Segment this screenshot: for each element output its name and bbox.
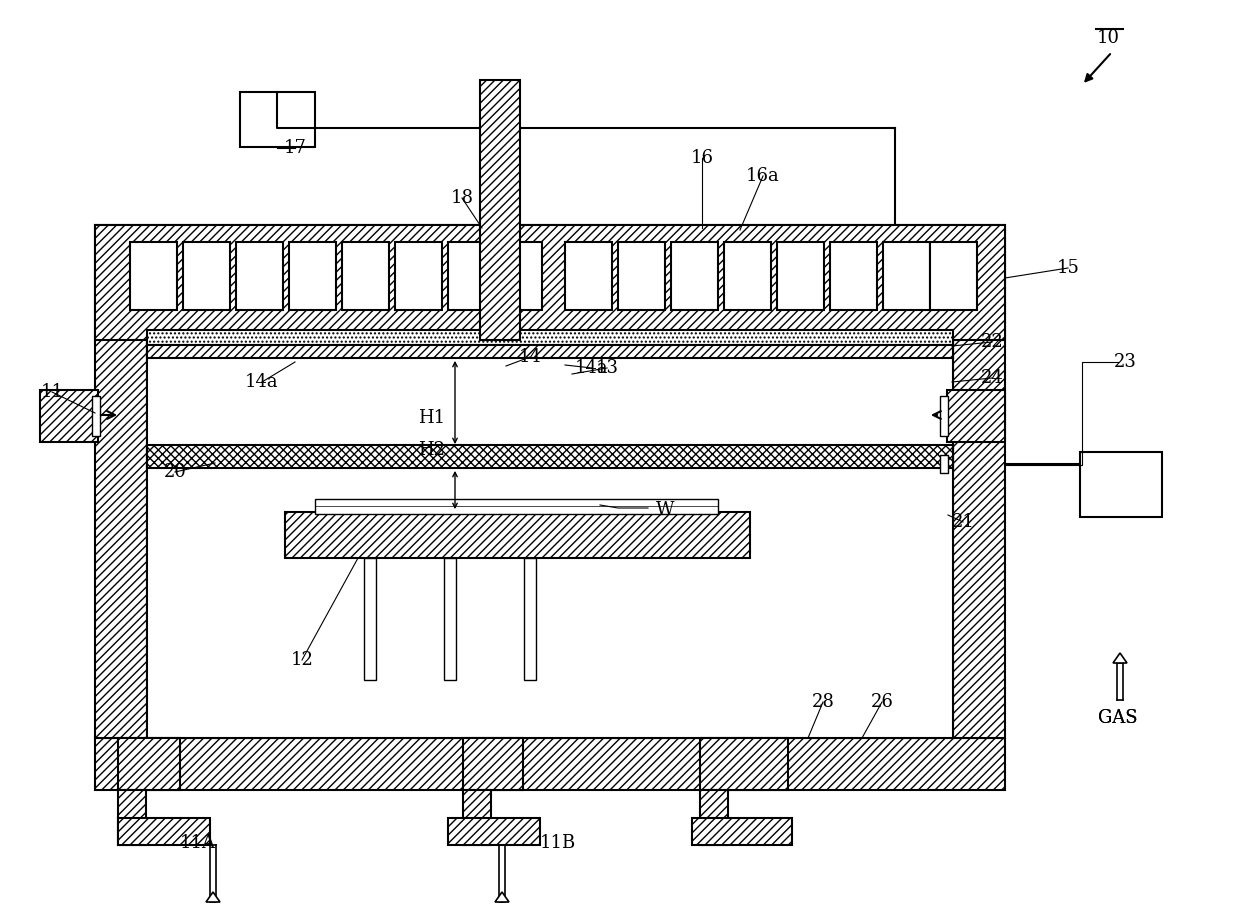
Text: H1: H1 xyxy=(418,409,445,427)
Bar xyxy=(448,242,495,310)
Text: 23: 23 xyxy=(1114,353,1136,371)
Bar xyxy=(618,242,665,310)
Bar xyxy=(525,558,536,680)
Bar xyxy=(95,738,1004,790)
Bar xyxy=(95,225,1004,340)
Bar xyxy=(701,738,787,790)
Text: 14a: 14a xyxy=(246,373,279,391)
Bar xyxy=(940,455,949,473)
Bar xyxy=(940,396,949,436)
Bar xyxy=(315,499,718,514)
Text: 22: 22 xyxy=(981,333,1003,351)
Bar xyxy=(448,818,539,845)
Text: 11B: 11B xyxy=(539,834,577,852)
Bar xyxy=(565,242,613,310)
Bar xyxy=(701,790,728,845)
Text: 11: 11 xyxy=(41,383,63,401)
Bar xyxy=(883,242,930,310)
Polygon shape xyxy=(495,892,508,902)
Bar xyxy=(95,277,148,738)
Bar xyxy=(118,818,210,845)
Bar xyxy=(1080,452,1162,517)
Bar xyxy=(118,738,180,790)
Text: 14a: 14a xyxy=(575,359,609,377)
Bar xyxy=(130,242,177,310)
Bar xyxy=(463,790,491,845)
Bar xyxy=(954,277,1004,738)
Bar xyxy=(148,330,954,345)
Text: 21: 21 xyxy=(951,513,975,531)
Bar xyxy=(396,242,441,310)
Text: 10: 10 xyxy=(1096,29,1120,47)
Bar xyxy=(95,225,1004,277)
Bar xyxy=(148,445,954,468)
Text: 11A: 11A xyxy=(180,834,216,852)
Bar xyxy=(184,242,229,310)
Text: 26: 26 xyxy=(870,693,894,711)
Text: 17: 17 xyxy=(284,139,306,157)
Text: 28: 28 xyxy=(811,693,835,711)
Bar xyxy=(289,242,336,310)
Text: 16a: 16a xyxy=(746,167,780,185)
Text: W: W xyxy=(656,501,675,519)
Text: H2: H2 xyxy=(419,441,445,459)
Bar xyxy=(342,242,389,310)
Text: GAS: GAS xyxy=(1099,709,1138,727)
Bar xyxy=(480,80,520,340)
Text: 14: 14 xyxy=(518,348,542,366)
Bar xyxy=(830,242,877,310)
Polygon shape xyxy=(206,892,219,902)
Bar xyxy=(671,242,718,310)
Bar xyxy=(444,558,456,680)
Bar xyxy=(495,242,542,310)
Polygon shape xyxy=(1114,653,1127,663)
Bar xyxy=(92,396,100,436)
Text: 15: 15 xyxy=(1056,259,1080,277)
Text: 12: 12 xyxy=(290,651,314,669)
Text: 20: 20 xyxy=(164,463,186,481)
Bar xyxy=(724,242,771,310)
Bar xyxy=(236,242,283,310)
Bar xyxy=(148,277,954,738)
Bar xyxy=(365,558,376,680)
Bar xyxy=(40,390,98,442)
Bar xyxy=(285,512,750,558)
Text: 13: 13 xyxy=(595,359,619,377)
Text: 24: 24 xyxy=(981,369,1003,387)
Bar xyxy=(777,242,825,310)
Bar xyxy=(692,818,792,845)
Text: 18: 18 xyxy=(450,189,474,207)
Text: 16: 16 xyxy=(691,149,713,167)
Bar xyxy=(148,345,954,358)
Bar xyxy=(947,390,1004,442)
Bar xyxy=(930,242,977,310)
Text: GAS: GAS xyxy=(1099,709,1138,727)
Bar xyxy=(118,790,146,845)
Bar xyxy=(241,92,315,147)
Bar xyxy=(463,738,523,790)
